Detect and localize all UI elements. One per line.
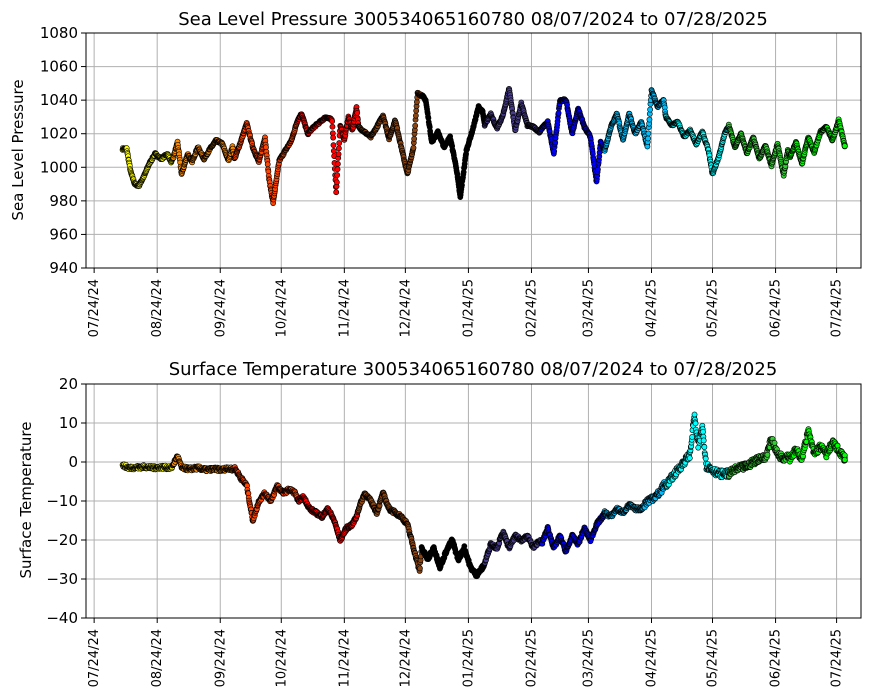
pressure-ytick-label: 1080 (40, 24, 78, 42)
temperature-data-point (686, 455, 693, 462)
pressure-data-point (335, 151, 342, 158)
temperature-ytick-label: −10 (46, 492, 78, 510)
temperature-ytick-label: 0 (68, 453, 78, 471)
temperature-xtick-label: 08/24/24 (150, 629, 165, 687)
pressure-data-point (333, 189, 340, 196)
temperature-xtick-label: 04/24/25 (644, 629, 659, 687)
temperature-data-point (764, 451, 771, 458)
pressure-data-point (411, 135, 418, 142)
temperature-data-point (689, 434, 696, 440)
pressure-ytick-label: 1000 (40, 158, 78, 176)
pressure-data-point (336, 145, 342, 152)
temperature-data-point (700, 429, 706, 435)
pressure-title: Sea Level Pressure 300534065160780 08/07… (178, 9, 768, 30)
temperature-ytick-label: 20 (59, 375, 78, 393)
temperature-data-point (692, 420, 699, 427)
temperature-data-point (417, 565, 423, 572)
pressure-data-point (333, 179, 340, 186)
pressure-data-point (412, 122, 419, 129)
pressure-data-point (645, 130, 652, 137)
pressure-xtick-label: 06/24/25 (769, 279, 784, 337)
pressure-data-point (595, 166, 601, 173)
pressure-xtick-label: 03/24/25 (581, 279, 596, 337)
pressure-ylabel: Sea Level Pressure (9, 79, 27, 220)
temperature-xtick-label: 01/24/25 (461, 629, 476, 687)
pressure-xtick-label: 08/24/24 (150, 279, 165, 337)
temperature-title: Surface Temperature 300534065160780 08/0… (169, 359, 778, 380)
pressure-xtick-label: 02/24/25 (524, 279, 539, 337)
pressure-ytick-label: 940 (49, 259, 78, 277)
temperature-data-point (695, 444, 702, 451)
pressure-ytick-label: 1020 (40, 125, 78, 143)
pressure-data-point (329, 118, 336, 125)
temperature-xtick-label: 10/24/24 (274, 629, 289, 687)
pressure-ytick-label: 1040 (40, 91, 78, 109)
pressure-xtick-label: 01/24/25 (461, 279, 476, 337)
pressure-data-point (412, 112, 419, 119)
pressure-data-point (647, 106, 654, 113)
pressure-data-point (334, 172, 341, 178)
temperature-data-point (691, 411, 698, 418)
pressure-data-point (354, 110, 361, 116)
pressure-data-point (330, 142, 337, 149)
temperature-xtick-label: 12/24/24 (398, 629, 413, 687)
pressure-xtick-label: 05/24/25 (706, 279, 721, 337)
temperature-ytick-label: 10 (59, 414, 78, 432)
temperature-xtick-label: 03/24/25 (581, 629, 596, 687)
pressure-data-point (410, 144, 417, 151)
temperature-xtick-label: 02/24/25 (524, 629, 539, 687)
pressure-xtick-label: 12/24/24 (398, 279, 413, 337)
pressure-data-point (336, 140, 343, 146)
temperature-data-point (771, 439, 778, 446)
pressure-data-point (841, 143, 848, 149)
temperature-xtick-label: 06/24/25 (769, 629, 784, 687)
pressure-xtick-label: 07/24/24 (87, 279, 102, 337)
pressure-data-point (264, 161, 271, 168)
pressure-xtick-label: 09/24/24 (213, 279, 228, 337)
temperature-data-point (701, 444, 708, 450)
pressure-xtick-label: 04/24/25 (644, 279, 659, 337)
temperature-ytick-label: −40 (46, 609, 78, 627)
temperature-xtick-label: 05/24/25 (706, 629, 721, 687)
temperature-xtick-label: 09/24/24 (213, 629, 228, 687)
temperature-xtick-label: 07/24/25 (830, 629, 845, 687)
pressure-ytick-label: 1060 (40, 58, 78, 76)
temperature-xtick-label: 07/24/24 (87, 629, 102, 687)
pressure-data-point (334, 161, 341, 167)
pressure-ytick-label: 960 (49, 225, 78, 243)
pressure-series (119, 85, 848, 206)
temperature-ylabel: Surface Temperature (17, 422, 35, 579)
pressure-data-point (330, 147, 337, 154)
pressure-xtick-label: 10/24/24 (274, 279, 289, 337)
temperature-xtick-label: 11/24/24 (337, 629, 352, 687)
pressure-panel: Sea Level Pressure 300534065160780 08/07… (9, 9, 862, 337)
pressure-data-point (334, 166, 341, 173)
temperature-data-point (700, 437, 707, 444)
temperature-data-point (841, 456, 848, 463)
pressure-ytick-label: 980 (49, 192, 78, 210)
pressure-data-point (330, 134, 337, 141)
pressure-xtick-label: 07/24/25 (830, 279, 845, 337)
temperature-ytick-label: −20 (46, 531, 78, 549)
pressure-data-point (645, 135, 651, 142)
pressure-data-point (329, 123, 336, 130)
pressure-data-point (646, 116, 653, 123)
pressure-xtick-label: 11/24/24 (337, 279, 352, 337)
temperature-ytick-label: −30 (46, 570, 78, 588)
temperature-data-point (702, 455, 709, 462)
